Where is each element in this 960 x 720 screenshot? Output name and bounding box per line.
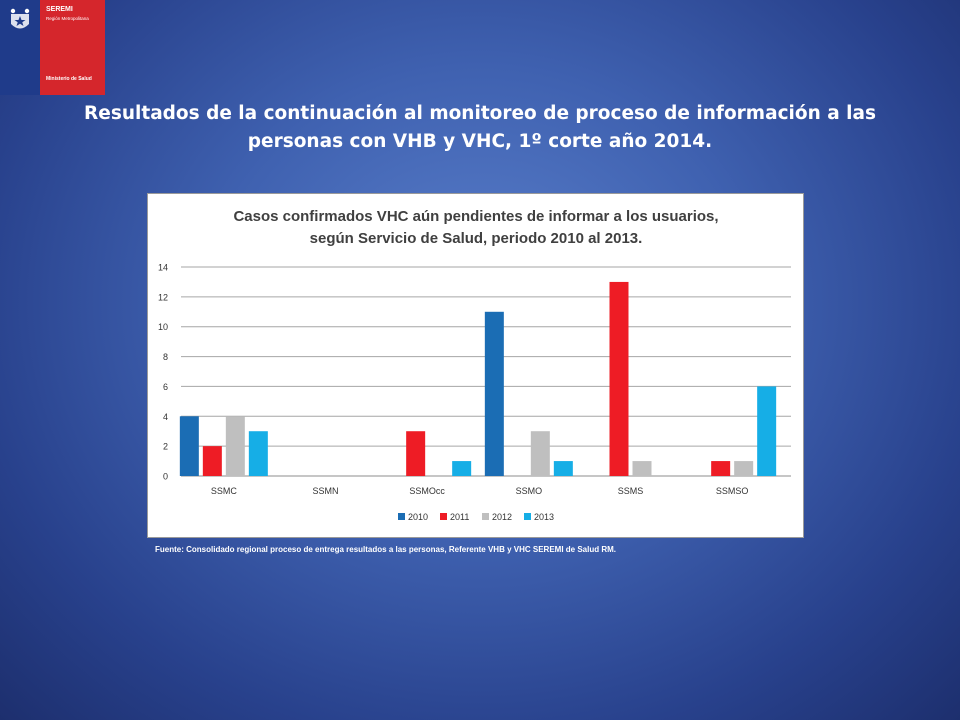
y-tick-label-2: 2 xyxy=(163,442,168,452)
y-tick-label-4: 4 xyxy=(163,412,168,422)
x-tick-label-SSMOcc: SSMOcc xyxy=(409,486,445,496)
coat-of-arms-icon xyxy=(10,8,30,29)
logo-region-text: Región Metropolitana xyxy=(46,16,89,21)
y-tick-label-6: 6 xyxy=(163,382,168,392)
seremi-logo: SEREMI Región Metropolitana Ministerio d… xyxy=(0,0,105,95)
legend-swatch-2013 xyxy=(524,513,531,520)
y-tick-label-8: 8 xyxy=(163,352,168,362)
bar-SSMSO-2011 xyxy=(711,461,731,476)
legend-label-2013: 2013 xyxy=(534,512,554,522)
source-note: Fuente: Consolidado regional proceso de … xyxy=(155,545,616,554)
logo-seremi-text: SEREMI xyxy=(46,6,73,13)
bar-SSMO-2012 xyxy=(530,431,550,476)
legend-label-2011: 2011 xyxy=(450,512,469,522)
logo-ministry-text: Ministerio de Salud xyxy=(46,76,92,82)
logo-red-panel xyxy=(40,0,105,95)
bar-SSMC-2010 xyxy=(179,416,199,476)
legend-label-2010: 2010 xyxy=(408,512,428,522)
bar-SSMC-2011 xyxy=(202,446,222,476)
bar-SSMOcc-2013 xyxy=(452,461,472,476)
bar-SSMSO-2012 xyxy=(734,461,754,476)
bar-SSMO-2010 xyxy=(484,311,504,476)
slide-title-line-1: Resultados de la continuación al monitor… xyxy=(84,103,876,124)
slide-title-line-2: personas con VHB y VHC, 1º corte año 201… xyxy=(247,131,713,152)
bar-SSMSO-2013 xyxy=(757,386,777,476)
y-tick-label-10: 10 xyxy=(158,322,168,332)
bar-chart: Casos confirmados VHC aún pendientes de … xyxy=(158,208,791,522)
x-tick-label-SSMO: SSMO xyxy=(516,486,543,496)
chart-container: Casos confirmados VHC aún pendientes de … xyxy=(147,193,804,538)
y-tick-label-14: 14 xyxy=(158,263,168,273)
chart-title-line-1: Casos confirmados VHC aún pendientes de … xyxy=(233,208,718,225)
y-tick-label-12: 12 xyxy=(158,292,168,302)
legend-swatch-2010 xyxy=(398,513,405,520)
legend-label-2012: 2012 xyxy=(492,512,512,522)
bar-SSMC-2012 xyxy=(225,416,245,476)
bar-SSMO-2013 xyxy=(553,461,573,476)
bar-SSMC-2013 xyxy=(248,431,268,476)
x-tick-label-SSMS: SSMS xyxy=(618,486,644,496)
y-tick-label-0: 0 xyxy=(163,472,168,482)
legend-swatch-2011 xyxy=(440,513,447,520)
chart-title-line-2: según Servicio de Salud, periodo 2010 al… xyxy=(310,230,643,247)
x-tick-label-SSMC: SSMC xyxy=(211,486,238,496)
legend-swatch-2012 xyxy=(482,513,489,520)
slide-title: Resultados de la continuación al monitor… xyxy=(60,100,900,156)
x-tick-label-SSMSO: SSMSO xyxy=(716,486,749,496)
bar-SSMS-2012 xyxy=(632,461,652,476)
bar-SSMOcc-2011 xyxy=(406,431,426,476)
x-tick-label-SSMN: SSMN xyxy=(312,486,338,496)
bar-SSMS-2011 xyxy=(609,281,629,476)
